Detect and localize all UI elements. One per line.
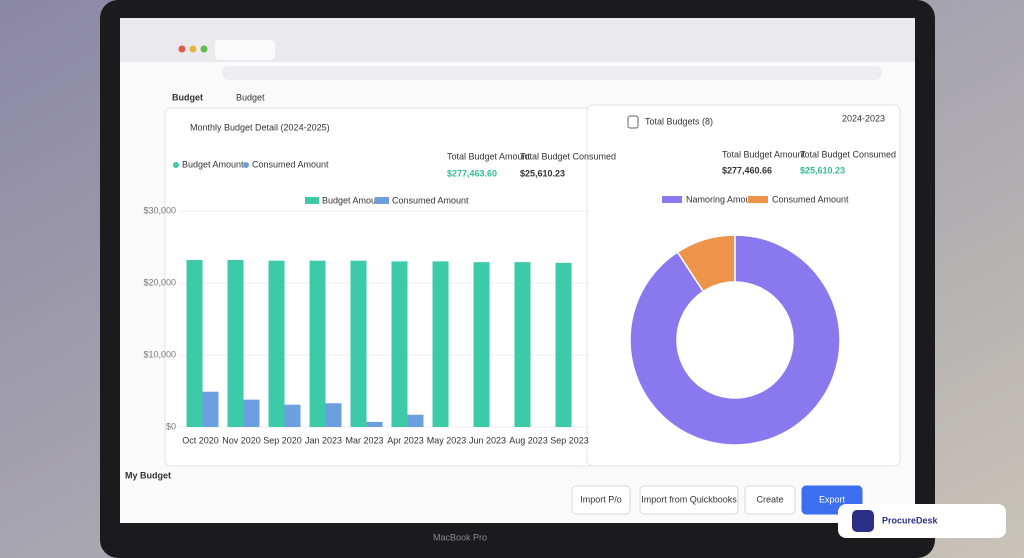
- button[interactable]: [744, 485, 796, 515]
- button-label[interactable]: Import from Quickbooks: [641, 494, 737, 504]
- card-icon: [627, 115, 639, 129]
- y-tick-label: $20,000: [143, 277, 176, 287]
- y-tick-label: $30,000: [143, 205, 176, 215]
- legend-swatch: [748, 196, 768, 203]
- legend-label: Budget Amount: [182, 159, 244, 169]
- button[interactable]: [639, 485, 739, 515]
- y-tick-label: $0: [166, 421, 176, 431]
- stat-value: $277,463.60: [447, 168, 497, 178]
- bar: [555, 262, 572, 427]
- x-tick-label: Mar 2023: [345, 435, 383, 445]
- card-title: Monthly Budget Detail (2024-2025): [190, 122, 330, 132]
- legend-swatch: [375, 197, 389, 204]
- x-tick-label: Sep 2023: [550, 435, 589, 445]
- bar: [202, 391, 219, 427]
- dot: [189, 45, 197, 53]
- stat-label: Total Budget Consumed: [520, 151, 616, 161]
- x-tick-label: Jan 2023: [305, 435, 342, 445]
- bar: [243, 399, 260, 427]
- legend-dot: [173, 162, 179, 168]
- page-title: Budget: [172, 92, 203, 102]
- stat-value: $25,610.23: [800, 165, 845, 175]
- device-label: MacBook Pro: [433, 532, 487, 542]
- x-tick-label: Jun 2023: [469, 435, 506, 445]
- legend-label: Consumed Amount: [252, 159, 329, 169]
- bar: [268, 260, 285, 427]
- dot: [178, 45, 186, 53]
- legend-label: Consumed Amount: [772, 194, 849, 204]
- bar: [366, 421, 383, 427]
- x-tick-label: Aug 2023: [509, 435, 548, 445]
- button-label[interactable]: Create: [756, 494, 783, 504]
- dot: [200, 45, 208, 53]
- legend-dot: [243, 162, 249, 168]
- brand: ProcureDesk: [882, 515, 939, 525]
- card-title: Total Budgets (8): [645, 116, 713, 126]
- period: 2024-2023: [842, 113, 885, 123]
- button[interactable]: [571, 485, 631, 515]
- bar: [227, 259, 244, 427]
- legend-swatch: [662, 196, 682, 203]
- legend-swatch: [305, 197, 319, 204]
- section-title: My Budget: [125, 470, 171, 480]
- bar: [309, 260, 326, 427]
- bar: [284, 404, 301, 427]
- stat-label: Total Budget Consumed: [800, 149, 896, 159]
- stat-label: Total Budget Amount: [722, 149, 806, 159]
- stat-value: $25,610.23: [520, 168, 565, 178]
- legend-label: Consumed Amount: [392, 195, 469, 205]
- bar: [407, 414, 424, 427]
- stat-value: $277,460.66: [722, 165, 772, 175]
- x-tick-label: Apr 2023: [387, 435, 424, 445]
- bar: [432, 261, 449, 427]
- browser-tab[interactable]: [215, 40, 275, 60]
- y-tick-label: $10,000: [143, 349, 176, 359]
- bar: [391, 261, 408, 427]
- x-tick-label: Sep 2020: [263, 435, 302, 445]
- bar: [350, 260, 367, 427]
- brand-badge: [838, 504, 1006, 538]
- bar: [473, 262, 490, 427]
- button-label[interactable]: Export: [819, 494, 846, 504]
- stat-label: Total Budget Amount: [447, 151, 531, 161]
- x-tick-label: Nov 2020: [222, 435, 261, 445]
- x-tick-label: Oct 2020: [182, 435, 219, 445]
- bar: [186, 259, 203, 427]
- bar: [514, 262, 531, 427]
- address-bar[interactable]: [222, 66, 882, 80]
- legend-label: Namoring Amount: [686, 194, 759, 204]
- breadcrumb[interactable]: Budget: [236, 92, 265, 102]
- button-label[interactable]: Import P/o: [580, 494, 622, 504]
- brand-icon: [852, 510, 874, 532]
- bar: [325, 403, 342, 427]
- legend-label: Budget Amount: [322, 195, 384, 205]
- x-tick-label: May 2023: [427, 435, 467, 445]
- donut-slice: [629, 234, 841, 446]
